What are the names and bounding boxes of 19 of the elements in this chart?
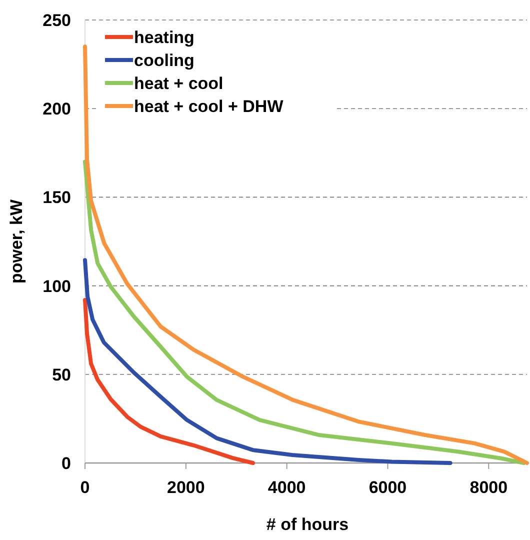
y-tick-label: 0 [62,454,71,473]
x-tick-label: 6000 [368,478,407,497]
legend-label: heat + cool [134,74,224,93]
legend-label: heating [134,28,194,47]
y-tick-label: 150 [42,188,71,208]
y-tick-label: 100 [42,276,71,296]
x-tick-label: 8000 [470,478,508,497]
y-tick-label: 250 [42,11,71,30]
y-tick-label: 200 [42,100,71,119]
x-axis-title: # of hours [266,515,349,534]
x-tick-label: 2000 [167,478,205,497]
x-tick-label: 4000 [268,478,306,497]
y-tick-label: 50 [52,365,71,384]
legend-label: cooling [134,51,194,70]
legend-label: heat + cool + DHW [134,97,284,116]
y-axis-title: power, kW [7,198,26,284]
line-series [83,258,452,465]
line-series [83,298,256,465]
x-tick-label: 0 [80,478,90,497]
